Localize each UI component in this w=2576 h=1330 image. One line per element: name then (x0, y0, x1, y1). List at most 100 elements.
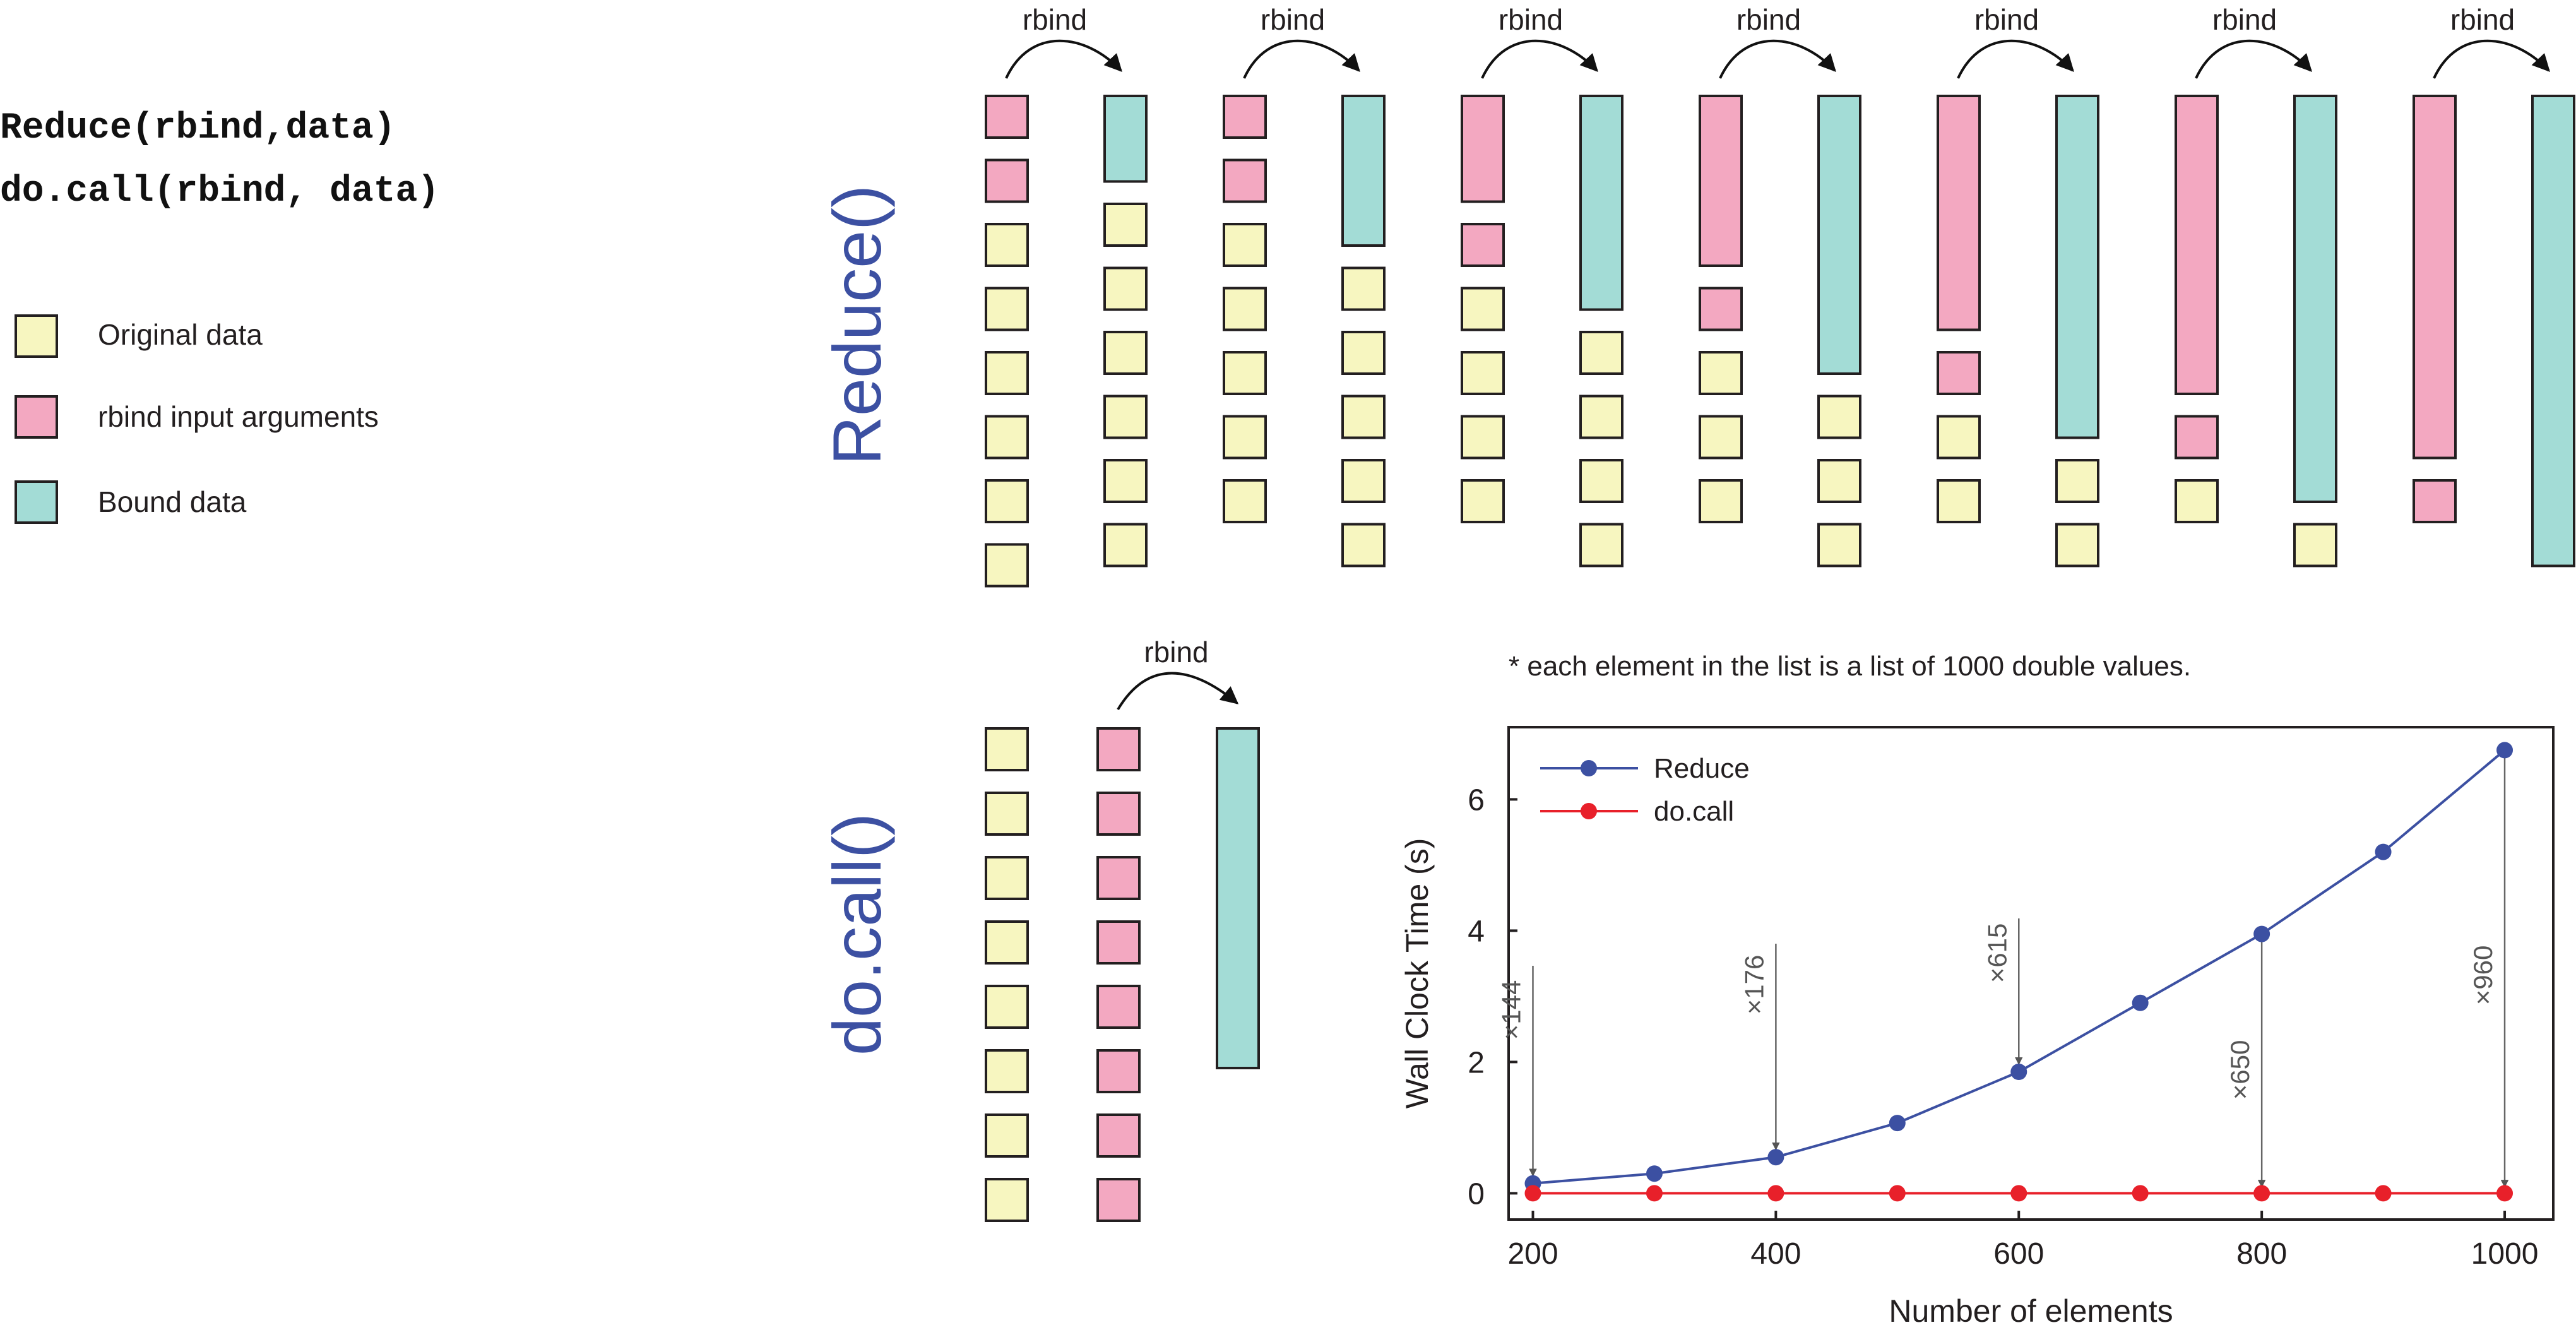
rbind-input-bound-block (1461, 95, 1505, 203)
chart-legend-label: Reduce (1654, 753, 1750, 784)
original-data-square (1223, 287, 1267, 331)
rbind-input-square (2175, 415, 2219, 460)
rbind-step-label: rbind (2450, 3, 2515, 36)
original-data-square (2175, 479, 2219, 523)
bound-data-block (2055, 95, 2099, 439)
docall-diagram: rbind (985, 636, 1260, 1222)
original-data-square (1461, 415, 1505, 460)
original-data-square (1341, 331, 1386, 375)
rbind-input-square (1096, 1113, 1141, 1158)
y-tick-label: 4 (1468, 915, 1485, 948)
reduce-diagram: rbind rbind rbind rbind rbind rbind rbind (985, 3, 2575, 588)
data-point-Reduce (2253, 925, 2270, 942)
rbind-input-square (1223, 158, 1267, 203)
data-point-Reduce (2132, 994, 2149, 1011)
rbind-input-square (1096, 727, 1141, 771)
original-data-square (2055, 459, 2099, 503)
original-data-square (1579, 523, 1623, 567)
rbind-input-bound-block (1699, 95, 1743, 267)
rbind-step-label: rbind (1023, 3, 1087, 36)
rbind-input-square (2413, 479, 2457, 523)
y-tick-label: 6 (1468, 783, 1485, 817)
rbind-step-label: rbind (1261, 3, 1325, 36)
data-point-docall (1646, 1185, 1663, 1202)
original-data-square (1103, 459, 1148, 503)
chart-legend-marker (1581, 760, 1597, 776)
original-data-square (1817, 395, 1861, 439)
chart-note: * each element in the list is a list of … (1509, 651, 2191, 682)
rbind-arrow (1481, 39, 1598, 79)
rbind-arrow (2195, 39, 2312, 79)
original-data-square (985, 856, 1029, 900)
rbind-arrow (1719, 39, 1836, 79)
rbind-step-label: rbind (1144, 636, 1208, 668)
legend: Original data rbind input arguments Boun… (15, 314, 379, 524)
rbind-input-square (1096, 920, 1141, 965)
rbind-step-label: rbind (1499, 3, 1563, 36)
data-point-Reduce (2496, 742, 2514, 759)
code-line-docall: do.call(rbind, data) (0, 171, 439, 212)
rbind-input-square (1461, 223, 1505, 267)
original-data-square (1579, 331, 1623, 375)
data-point-Reduce (2010, 1064, 2027, 1080)
original-data-square (1223, 223, 1267, 267)
rbind-arrow (1117, 672, 1239, 711)
rbind-arrow (1957, 39, 2074, 79)
x-tick-label: 800 (2236, 1237, 2287, 1271)
rbind-step-label: rbind (1974, 3, 2039, 36)
legend-swatch-bound (15, 480, 58, 524)
original-data-square (2293, 523, 2337, 567)
original-data-square (1341, 266, 1386, 311)
ratio-label: ×615 (1982, 923, 2012, 983)
original-data-square (1103, 203, 1148, 247)
data-point-Reduce (1889, 1115, 1906, 1132)
ratio-label: ×144 (1496, 980, 1526, 1040)
rbind-input-square (1096, 1178, 1141, 1222)
original-data-square (985, 792, 1029, 836)
plot-frame (1507, 726, 2555, 1221)
rbind-input-bound-block (1937, 95, 1981, 331)
rbind-input-square (1096, 856, 1141, 900)
bound-data-block (1817, 95, 1861, 375)
original-data-square (985, 1049, 1029, 1093)
data-point-docall (2010, 1185, 2027, 1202)
legend-swatch-original (15, 314, 58, 358)
x-tick-label: 1000 (2471, 1237, 2539, 1271)
data-point-docall (1889, 1185, 1906, 1202)
docall-section-label: do.call() (819, 813, 895, 1055)
x-axis-title: Number of elements (1889, 1293, 2173, 1329)
x-tick-label: 200 (1507, 1237, 1558, 1271)
ratio-label: ×176 (1739, 955, 1769, 1015)
data-point-docall (2132, 1185, 2149, 1202)
data-point-Reduce (2375, 843, 2392, 860)
original-data-square (1341, 459, 1386, 503)
original-data-square (1103, 395, 1148, 439)
original-data-square (985, 1178, 1029, 1222)
rbind-input-square (1937, 351, 1981, 395)
legend-label-input: rbind input arguments (98, 400, 379, 433)
bound-data-block (1579, 95, 1623, 311)
original-data-square (1817, 459, 1861, 503)
data-point-Reduce (1646, 1165, 1663, 1182)
original-data-square (1817, 523, 1861, 567)
chart-legend-label: do.call (1654, 796, 1734, 827)
original-data-square (1341, 523, 1386, 567)
original-data-square (985, 920, 1029, 965)
y-tick-label: 0 (1468, 1177, 1485, 1211)
reduce-section-label: Reduce() (819, 185, 895, 465)
original-data-square (985, 351, 1029, 395)
original-data-square (985, 287, 1029, 331)
rbind-input-square (985, 95, 1029, 139)
bound-data-block (1103, 95, 1148, 183)
original-data-square (1937, 415, 1981, 460)
original-data-square (1341, 395, 1386, 439)
legend-label-original: Original data (98, 318, 263, 351)
data-point-docall (2496, 1185, 2514, 1202)
original-data-square (1223, 479, 1267, 523)
code-line-reduce: Reduce(rbind,data) (0, 108, 396, 149)
rbind-input-square (1096, 792, 1141, 836)
rbind-arrow (1243, 39, 1360, 79)
original-data-square (2055, 523, 2099, 567)
original-data-square (1579, 395, 1623, 439)
